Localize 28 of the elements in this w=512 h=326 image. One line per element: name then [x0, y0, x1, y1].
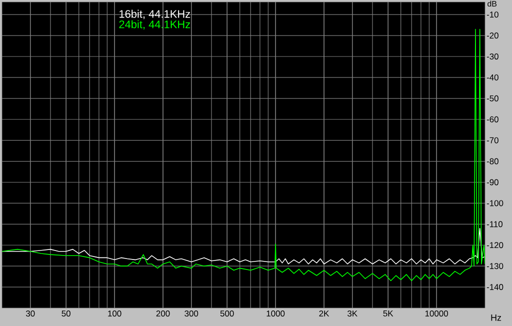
y-tick-label: -80: [486, 158, 498, 164]
y-tick-label: -130: [486, 263, 504, 270]
x-tick-label: 2K: [319, 310, 330, 316]
text: 16bit, 44.1KHz: [120, 10, 190, 20]
x-axis-title: Hz: [491, 314, 502, 321]
y-tick-label: -100: [486, 200, 504, 206]
y-tick-label: -30: [486, 54, 498, 60]
x-tick-label: 50: [62, 310, 70, 317]
y-tick-label: -60: [486, 116, 498, 122]
y-tick-label: -40: [486, 74, 498, 80]
x-tick-label: 300: [184, 310, 198, 317]
x-tick-label: 3K: [348, 310, 358, 317]
x-tick-label: 30: [26, 310, 35, 317]
x-tick-label: 100: [108, 310, 122, 317]
y-tick-label: -110: [486, 221, 503, 228]
text: 24bit, 44.1KHz: [119, 20, 190, 30]
y-tick-label: -10: [486, 12, 498, 18]
y-tick-label: -120: [486, 242, 504, 248]
y-tick-label: -20: [486, 32, 498, 39]
y-tick-label: -90: [486, 179, 498, 186]
y-tick-label: -140: [486, 284, 504, 290]
x-tick-label: 10000: [425, 310, 448, 317]
y-tick-label: -50: [486, 95, 498, 102]
y-tick-label: -70: [486, 137, 498, 144]
x-tick-label: 200: [156, 310, 170, 317]
x-tick-label: 5K: [383, 310, 394, 316]
x-tick-label: 1000: [266, 310, 285, 317]
x-tick-label: 500: [220, 310, 234, 317]
